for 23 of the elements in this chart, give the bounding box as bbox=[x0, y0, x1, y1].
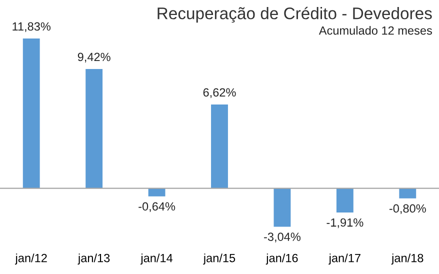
data-label: -1,91% bbox=[326, 218, 364, 228]
bar bbox=[274, 188, 291, 227]
x-tick-label: jan/14 bbox=[140, 254, 173, 265]
bar bbox=[211, 104, 228, 188]
data-label: 11,83% bbox=[12, 22, 51, 32]
x-tick-label: jan/13 bbox=[78, 254, 110, 265]
x-tick-label: jan/12 bbox=[14, 254, 47, 265]
data-label: -3,04% bbox=[264, 232, 300, 242]
x-tick-label: jan/18 bbox=[391, 254, 424, 265]
x-tick-label: jan/16 bbox=[266, 254, 298, 265]
chart-subtitle: Acumulado 12 meses bbox=[318, 26, 432, 35]
data-label: 6,62% bbox=[203, 88, 236, 98]
bar bbox=[22, 38, 40, 188]
data-label: -0,80% bbox=[389, 204, 426, 214]
x-tick-label: jan/17 bbox=[328, 254, 360, 265]
data-label: 9,42% bbox=[78, 52, 110, 63]
bar bbox=[399, 188, 416, 198]
bar bbox=[336, 188, 354, 212]
data-label: -0,64% bbox=[138, 202, 176, 212]
bar bbox=[148, 188, 166, 196]
x-tick-label: jan/15 bbox=[203, 254, 236, 265]
bar bbox=[86, 69, 103, 188]
chart-title: Recuperação de Crédito - Devedores bbox=[158, 6, 432, 23]
